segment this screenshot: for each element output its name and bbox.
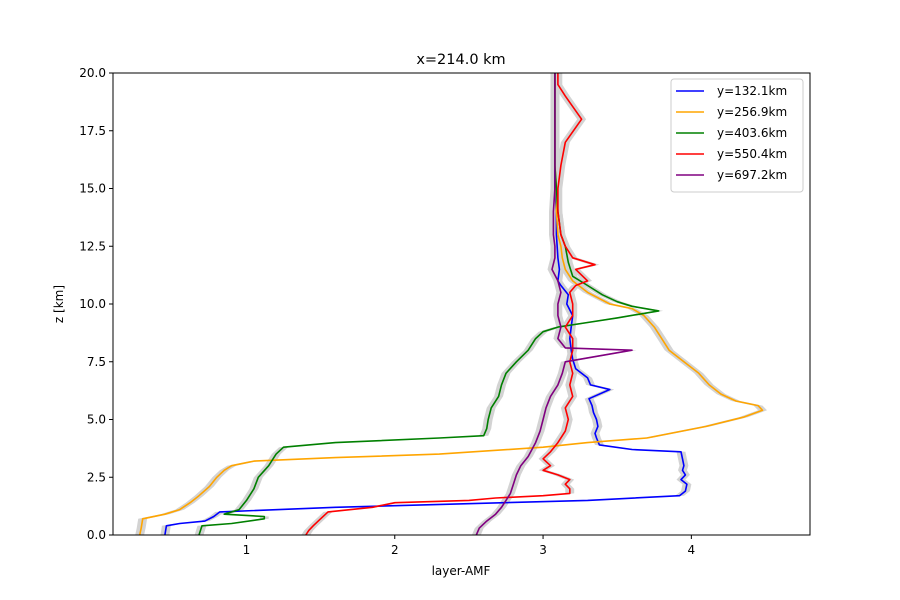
series-lines xyxy=(138,73,764,536)
y-axis-label: z [km] xyxy=(52,285,66,323)
y-tick-label: 20.0 xyxy=(79,66,106,80)
y-tick-label: 17.5 xyxy=(79,124,106,138)
y-tick-label: 5.0 xyxy=(87,413,106,427)
legend: y=132.1km y=256.9km y=403.6km y=550.4km y=69… xyxy=(670,78,804,193)
legend-label: y=256.9km xyxy=(717,105,787,119)
uncertainty-band xyxy=(471,73,637,535)
series-line-2 xyxy=(138,73,764,536)
legend-label: y=550.4km xyxy=(717,147,787,161)
x-tick-label: 2 xyxy=(391,543,399,557)
y-tick-label: 12.5 xyxy=(79,239,106,253)
x-axis-label: layer-AMF xyxy=(432,564,491,578)
x-tick-label: 3 xyxy=(539,543,547,557)
y-tick-label: 15.0 xyxy=(79,182,106,196)
y-tick-label: 0.0 xyxy=(87,528,106,542)
series-line-4 xyxy=(305,73,596,536)
chart-title: x=214.0 km xyxy=(416,52,505,68)
series-line-5 xyxy=(475,73,633,536)
y-tick-label: 7.5 xyxy=(87,355,106,369)
x-tick-label: 4 xyxy=(688,543,696,557)
y-tick-label: 2.5 xyxy=(87,470,106,484)
x-tick-label: 1 xyxy=(243,543,251,557)
x-axis: 1 2 3 4 xyxy=(243,535,696,557)
legend-box xyxy=(670,78,804,193)
series-line-1 xyxy=(164,73,688,536)
y-axis: 0.0 2.5 5.0 7.5 10.0 12.5 15.0 17.5 20.0 xyxy=(79,66,113,542)
y-tick-label: 10.0 xyxy=(79,297,106,311)
legend-label: y=132.1km xyxy=(717,84,787,98)
legend-label: y=697.2km xyxy=(717,168,787,182)
legend-label: y=403.6km xyxy=(717,126,787,140)
